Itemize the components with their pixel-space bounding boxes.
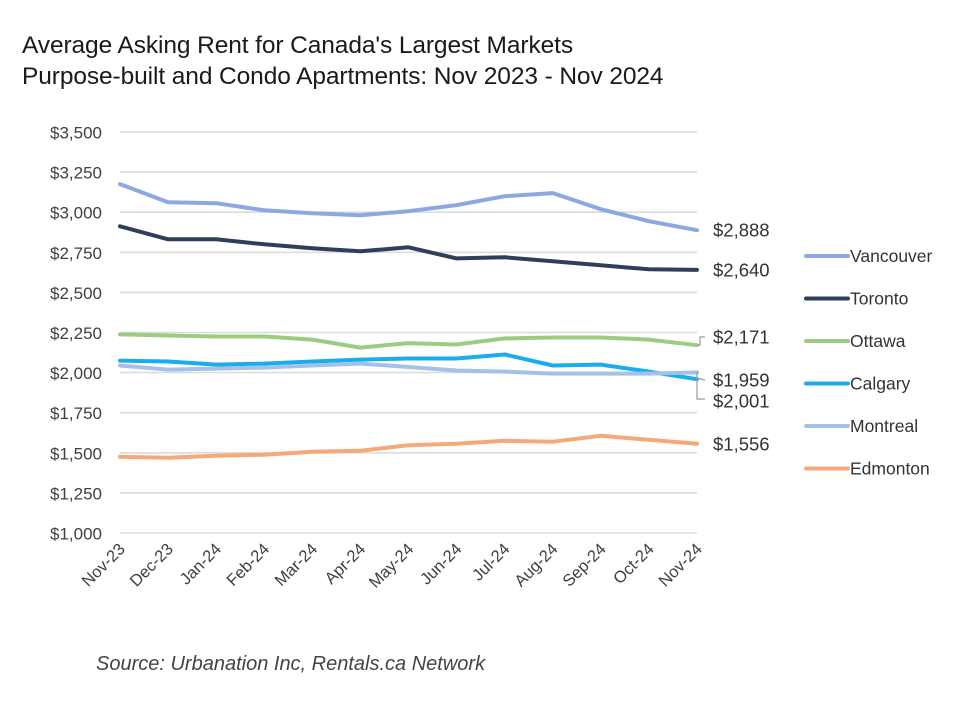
legend-label: Vancouver: [850, 246, 933, 266]
x-tick-label: Jun-24: [417, 540, 465, 588]
label-connector: [697, 336, 705, 346]
series-line-edmonton: [118, 433, 699, 460]
y-axis: $1,000 $1,250 $1,500 $1,750 $2,000 $2,250 $2,5…: [50, 124, 102, 544]
y-tick-label: $1,250: [50, 484, 102, 503]
gridlines: [120, 131, 697, 534]
chart-title-line-1: Average Asking Rent for Canada's Largest…: [22, 32, 573, 59]
end-label-ottawa: $2,171: [713, 327, 770, 348]
x-tick-label: Apr-24: [321, 540, 369, 588]
legend-label: Edmonton: [850, 459, 930, 479]
y-tick-label: $2,250: [50, 324, 102, 343]
source-note: Source: Urbanation Inc, Rentals.ca Netwo…: [96, 653, 486, 675]
end-labels: $2,888 $2,640 $2,171 $1,959$2,001 $1,556: [696, 220, 770, 455]
label-connector: [696, 372, 705, 400]
legend-item-vancouver: Vancouver: [804, 246, 933, 266]
y-tick-label: $1,000: [50, 525, 102, 544]
series-line-calgary: [118, 352, 699, 382]
y-tick-label: $1,500: [50, 444, 102, 463]
end-label-toronto: $2,640: [713, 260, 770, 281]
label-connector: [696, 377, 706, 381]
x-tick-label: Jul-24: [469, 540, 514, 585]
y-tick-label: $1,750: [50, 404, 102, 423]
legend-item-edmonton: Edmonton: [804, 459, 930, 479]
x-tick-label: Mar-24: [271, 540, 321, 590]
y-tick-label: $3,500: [50, 124, 102, 143]
end-label-vancouver: $2,888: [713, 220, 770, 241]
end-label-calgary: $1,959: [713, 370, 770, 391]
x-tick-label: Aug-24: [511, 540, 561, 590]
end-label-montreal: $2,001: [713, 391, 770, 412]
series-line-toronto: [118, 224, 699, 272]
x-tick-label: Nov-24: [655, 540, 705, 590]
end-label-edmonton: $1,556: [713, 434, 770, 455]
series-line-ottawa: [118, 332, 699, 350]
y-tick-label: $2,500: [50, 284, 102, 303]
x-tick-label: Feb-24: [223, 540, 273, 590]
series-line-montreal: [118, 361, 699, 376]
legend-label: Montreal: [850, 416, 918, 436]
series-line-vancouver: [118, 182, 699, 233]
legend: Vancouver Toronto Ottawa Calgary Montreal Edm…: [804, 246, 933, 479]
legend-label: Calgary: [850, 374, 911, 394]
chart-title: Average Asking Rent for Canada's Largest…: [22, 30, 664, 92]
y-tick-label: $3,250: [50, 164, 102, 183]
x-tick-label: Nov-23: [78, 540, 128, 590]
legend-item-toronto: Toronto: [804, 289, 908, 309]
x-tick-label: May-24: [366, 540, 418, 592]
y-tick-label: $3,000: [50, 204, 102, 223]
legend-item-montreal: Montreal: [804, 416, 918, 436]
x-tick-label: Dec-23: [127, 540, 177, 590]
legend-label: Toronto: [850, 289, 908, 309]
series-lines: [118, 182, 699, 460]
legend-label: Ottawa: [850, 331, 906, 351]
y-tick-label: $2,750: [50, 244, 102, 263]
x-tick-label: Oct-24: [610, 540, 658, 588]
chart-subtitle: Purpose-built and Condo Apartments: Nov …: [22, 63, 664, 90]
x-tick-label: Jan-24: [177, 540, 225, 588]
legend-item-calgary: Calgary: [804, 374, 911, 394]
x-tick-label: Sep-24: [559, 540, 609, 590]
y-tick-label: $2,000: [50, 364, 102, 383]
legend-item-ottawa: Ottawa: [804, 331, 906, 351]
